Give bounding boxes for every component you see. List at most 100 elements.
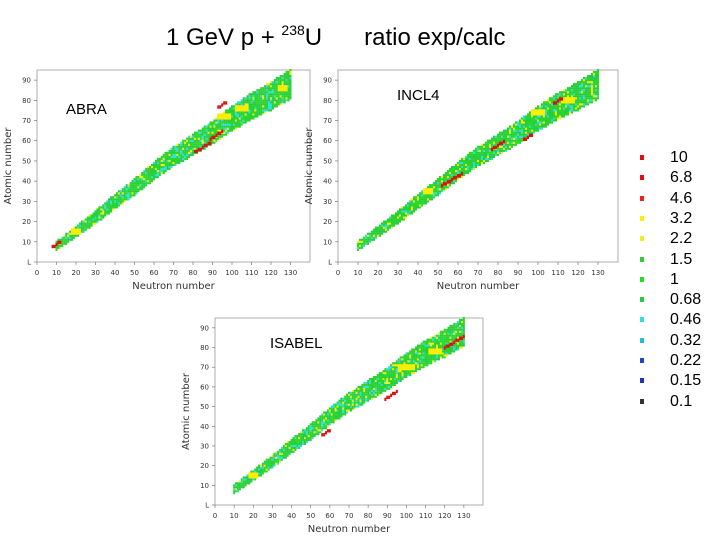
nuclide-cell	[396, 210, 400, 213]
nuclide-cell-high	[217, 113, 220, 116]
x-tick-label: 60	[454, 269, 463, 277]
nuclide-cell	[273, 460, 276, 463]
nuclide-cell	[382, 389, 385, 392]
nuclide-cell	[566, 95, 570, 98]
nuclide-cell	[488, 141, 492, 144]
nuclide-cell	[279, 103, 282, 106]
nuclide-cell-high	[76, 228, 79, 231]
nuclide-cell	[434, 354, 437, 357]
nuclide-cell	[236, 101, 239, 104]
nuclide-cell	[104, 208, 107, 211]
nuclide-cell	[98, 218, 101, 221]
nuclide-cell	[268, 93, 271, 96]
nuclide-cell	[86, 216, 89, 219]
nuclide-cell	[234, 125, 237, 128]
nuclide-cell	[416, 198, 420, 201]
nuclide-cell	[394, 212, 398, 215]
nuclide-cell	[230, 125, 234, 128]
nuclide-cell	[359, 385, 362, 388]
nuclide-cell	[188, 135, 191, 138]
nuclide-cell	[445, 338, 448, 341]
nuclide-cell	[268, 107, 271, 110]
nuclide-cell	[455, 346, 458, 349]
nuclide-cell	[424, 350, 427, 353]
nuclide-cell	[393, 372, 396, 375]
nuclide-cell	[386, 228, 390, 231]
nuclide-cell	[252, 117, 255, 120]
nuclide-cell	[438, 188, 442, 191]
nuclide-cell	[57, 246, 60, 249]
nuclide-cell	[522, 117, 526, 120]
legend-label: 0.1	[670, 392, 693, 410]
nuclide-cell	[390, 364, 393, 367]
nuclide-cell	[586, 89, 590, 92]
nuclide-cell	[376, 379, 379, 383]
nuclide-cell	[434, 360, 437, 363]
nuclide-cell	[528, 117, 532, 120]
nuclide-cell	[526, 127, 530, 130]
nuclide-cell	[84, 228, 87, 231]
nuclide-cell	[590, 93, 594, 96]
nuclide-cell	[184, 145, 187, 148]
nuclide-cell	[135, 190, 138, 193]
nuclide-cell	[396, 222, 400, 225]
nuclide-cell	[386, 381, 389, 384]
nuclide-cell	[346, 399, 349, 402]
nuclide-cell	[526, 125, 530, 128]
nuclide-cell	[326, 413, 329, 416]
nuclide-cell	[277, 79, 280, 82]
nuclide-cell	[502, 129, 506, 132]
nuclide-cell	[386, 376, 389, 379]
nuclide-cell	[524, 119, 528, 122]
nuclide-cell	[413, 360, 416, 363]
nuclide-cell	[584, 79, 588, 82]
nuclide-cell	[380, 387, 383, 390]
nuclide-cell	[248, 105, 251, 108]
nuclide-cell	[418, 200, 422, 203]
nuclide-cell	[438, 186, 442, 189]
nuclide-cell	[420, 192, 424, 195]
nuclide-cell	[374, 389, 377, 392]
nuclide-cell	[365, 381, 368, 384]
nuclide-cell	[309, 429, 312, 432]
nuclide-cell	[137, 180, 140, 183]
nuclide-cell	[374, 232, 378, 235]
nuclide-cell	[217, 123, 220, 126]
nuclide-cell	[234, 111, 237, 114]
nuclide-cell	[248, 103, 251, 106]
nuclide-cell	[462, 161, 466, 165]
nuclide-cell	[317, 419, 320, 422]
nuclide-cell	[566, 105, 570, 108]
nuclide-cell	[236, 119, 239, 122]
nuclide-cell	[266, 107, 269, 110]
nuclide-cell	[271, 458, 274, 461]
nuclide-cell	[151, 174, 154, 177]
nuclide-cell	[372, 238, 376, 241]
nuclide-cell	[286, 444, 289, 447]
nuclide-cell	[347, 407, 351, 410]
nuclide-cell	[209, 125, 212, 128]
nuclide-cell	[480, 151, 484, 154]
nuclide-cell	[59, 238, 62, 241]
nuclide-cell	[586, 101, 590, 104]
nuclide-cell	[279, 95, 282, 98]
nuclide-cell	[460, 334, 463, 337]
nuclide-cell	[564, 107, 568, 110]
nuclide-cell	[510, 131, 514, 134]
y-tick-label: 70	[323, 117, 332, 125]
nuclide-cell	[448, 178, 452, 181]
nuclide-cell	[309, 435, 312, 438]
nuclide-cell	[564, 109, 568, 112]
nuclide-cell-max	[528, 133, 532, 138]
nuclide-cell-high	[246, 107, 249, 110]
nuclide-cell	[448, 184, 452, 187]
nuclide-cell	[410, 206, 414, 209]
nuclide-cell	[168, 161, 171, 165]
nuclide-cell	[360, 240, 364, 243]
nuclide-cell	[530, 123, 534, 126]
nuclide-cell	[584, 99, 588, 102]
nuclide-cell	[410, 200, 414, 203]
nuclide-cell	[476, 153, 480, 156]
nuclide-cell	[436, 190, 440, 193]
nuclide-cell	[488, 157, 492, 160]
